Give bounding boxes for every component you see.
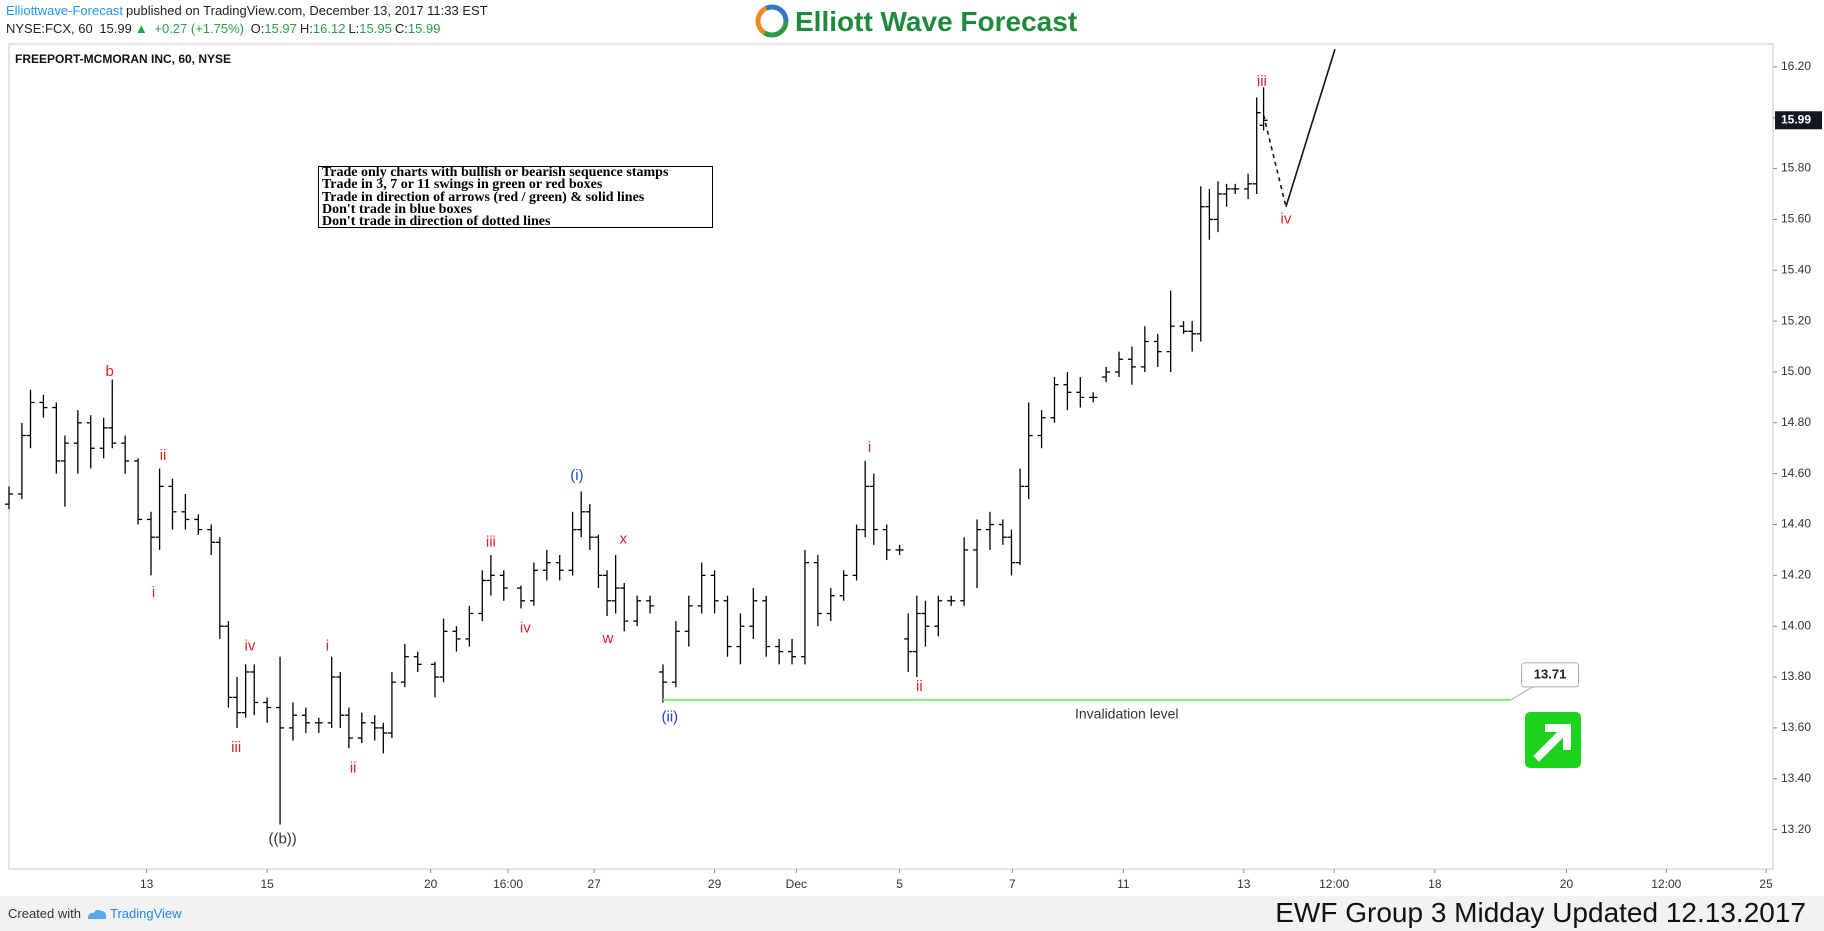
header-line-1: Elliottwave-Forecast published on Trading… [6, 3, 491, 18]
ohlc-label: H: [299, 21, 313, 36]
change: +0.27 (+1.75%) [154, 21, 244, 36]
x-tick-label: 20 [1560, 877, 1574, 891]
tag-connector [1510, 685, 1535, 701]
notes-box: Trade only charts with bullish or bearis… [318, 165, 713, 230]
ohlc-label: L: [348, 21, 360, 36]
x-tick-label: 16:00 [493, 877, 523, 891]
y-tick-label: 13.40 [1781, 771, 1811, 785]
footer: Created with TradingView EWF Group 3 Mid… [0, 896, 1824, 931]
x-tick-label: 7 [1009, 877, 1016, 891]
x-tick-label: 27 [587, 877, 601, 891]
price-tag [1521, 662, 1580, 688]
ohlc-value: 15.97 [264, 21, 297, 36]
ohlc-value: 16.12 [312, 21, 346, 36]
note-line: Don't trade in direction of dotted lines [322, 214, 551, 230]
wave-label: ii [160, 447, 167, 464]
last-price-box [1775, 111, 1822, 130]
wave-label: i [868, 439, 871, 456]
ohlc-value: 15.99 [407, 21, 441, 36]
y-tick-label: 13.20 [1781, 822, 1811, 836]
header-line-2: NYSE:FCX, 60 15.99 ▲ +0.27 (+1.75%) O:15.… [6, 21, 446, 36]
last-price-label: 15.99 [1781, 112, 1811, 126]
logo-text: Elliott Wave Forecast [795, 6, 1078, 37]
price: 15.99 [99, 21, 132, 36]
y-tick-label: 14.80 [1781, 415, 1811, 429]
y-tick-label: 15.40 [1781, 262, 1811, 276]
y-tick-label: 15.60 [1781, 212, 1811, 226]
logo-arc [755, 4, 789, 38]
y-tick-label: 16.20 [1781, 59, 1811, 73]
wave-label: (i) [570, 467, 583, 484]
price-tag-text: 13.71 [1534, 666, 1567, 681]
wave-label: iii [231, 739, 241, 756]
up-arrow: ▲ [134, 21, 148, 36]
chart-title: FREEPORT-MCMORAN INC, 60, NYSE [15, 52, 231, 66]
y-tick-label: 14.20 [1781, 568, 1811, 582]
x-tick-label: 13 [140, 877, 154, 891]
y-tick-label: 14.60 [1781, 466, 1811, 480]
wave-label: iv [520, 620, 531, 637]
wave-label: iii [486, 533, 496, 550]
y-tick-label: 13.80 [1781, 669, 1811, 683]
caption: EWF Group 3 Midday Updated 12.13.2017 [1275, 897, 1806, 928]
x-tick-label: 29 [708, 877, 722, 891]
logo-arc [755, 4, 789, 38]
buy-arrow-box [1525, 712, 1581, 768]
y-tick-label: 15.20 [1781, 313, 1811, 327]
x-tick-label: 11 [1117, 877, 1130, 891]
y-tick-label: 14.00 [1781, 618, 1811, 632]
author[interactable]: Elliottwave-Forecast [6, 3, 124, 18]
ohlc-label: C: [394, 21, 408, 36]
projection-solid [1285, 48, 1336, 207]
x-tick-label: 12:00 [1319, 877, 1349, 891]
wave-label: i [152, 584, 155, 601]
symbol: NYSE:FCX, 60 [6, 21, 93, 36]
wave-label: x [620, 531, 628, 548]
y-tick-label: 14.40 [1781, 517, 1811, 531]
y-tick-label: 13.60 [1781, 720, 1811, 734]
ohlc-label: O: [250, 21, 265, 36]
wave-label: iii [1257, 73, 1267, 90]
plot-frame [8, 43, 1774, 870]
wave-label: iv [245, 638, 256, 655]
x-tick-label: 15 [260, 877, 274, 891]
published: published on TradingView.com, December 1… [126, 3, 488, 18]
y-tick-label: 15.00 [1781, 364, 1811, 378]
invalidation-label: Invalidation level [1075, 706, 1179, 722]
arrow-icon [1533, 724, 1571, 762]
projection-dashed [1262, 114, 1287, 207]
wave-label: iv [1281, 210, 1292, 227]
x-tick-label: 20 [424, 877, 438, 891]
x-tick-label: 25 [1759, 877, 1773, 891]
created-with: Created with [8, 906, 81, 921]
wave-label: ((b)) [268, 831, 296, 848]
wave-label: b [106, 363, 114, 380]
price-bars [5, 87, 1268, 825]
x-tick-label: 13 [1237, 877, 1251, 891]
ohlc: O:15.97 H:16.12 L:15.95 C:15.99 [251, 21, 444, 36]
wave-label: ii [916, 678, 923, 695]
logo-icon [755, 4, 789, 38]
tv-icon [88, 909, 107, 919]
note-line: Don't trade in blue boxes [322, 201, 473, 217]
platform[interactable]: TradingView [110, 906, 182, 921]
tv-cloud [88, 909, 107, 919]
ohlc-value: 15.95 [359, 21, 392, 36]
x-tick-label: 18 [1428, 877, 1442, 891]
note-line: Trade in direction of arrows (red / gree… [322, 189, 645, 205]
wave-label: (ii) [662, 709, 679, 726]
x-tick-label: 5 [896, 877, 903, 891]
note-line: Trade only charts with bullish or bearis… [322, 165, 669, 180]
x-tick-label: Dec [786, 877, 807, 891]
x-tick-label: 12:00 [1651, 877, 1681, 891]
note-line: Trade in 3, 7 or 11 swings in green or r… [322, 177, 603, 193]
wave-label: w [601, 630, 613, 647]
y-tick-label: 15.80 [1781, 161, 1811, 175]
wave-label: i [326, 638, 329, 655]
wave-label: ii [350, 760, 357, 777]
